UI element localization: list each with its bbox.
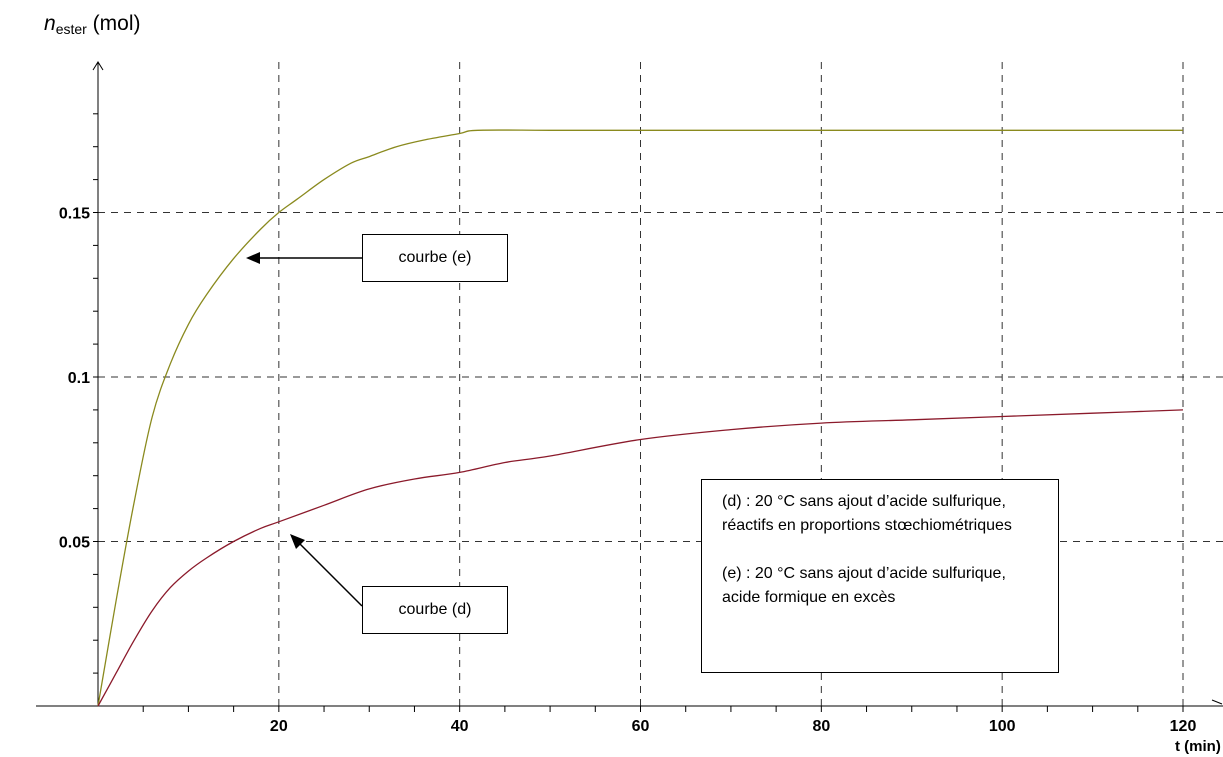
legend-e-line2: acide formique en excès xyxy=(722,589,896,606)
x-tick-label: 20 xyxy=(270,718,288,735)
ticks: 20 40 60 80 100 120 0.05 0.1 0.15 t (min) xyxy=(59,113,1221,755)
legend-entry-e: (e) : 20 °C sans ajout d’acide sulfuriqu… xyxy=(722,562,1058,610)
x-tick-label: 40 xyxy=(451,718,469,735)
x-axis-label: t (min) xyxy=(1175,738,1221,755)
legend-d-line2: réactifs en proportions stœchiométriques xyxy=(722,517,1012,534)
series-line-courbe-d xyxy=(97,409,1184,707)
x-tick-label: 60 xyxy=(632,718,650,735)
series-line-courbe-e xyxy=(97,129,1183,707)
y-tick-label: 0.1 xyxy=(68,370,90,387)
y-axis-symbol: n xyxy=(44,12,56,35)
y-tick-label: 0.15 xyxy=(59,206,90,223)
curve-e-label-box: courbe (e) xyxy=(362,234,508,282)
curve-e-arrowhead-icon xyxy=(246,252,260,264)
curve-d-arrow-line xyxy=(299,543,363,607)
y-axis-arrow-icon xyxy=(92,61,104,71)
annotation-arrows xyxy=(246,252,363,607)
legend-box: (d) : 20 °C sans ajout d’acide sulfuriqu… xyxy=(701,479,1059,673)
x-axis-arrow-icon xyxy=(1211,699,1223,705)
y-axis-label: nester (mol) xyxy=(44,12,140,37)
series xyxy=(97,129,1184,707)
curve-e-label: courbe (e) xyxy=(398,249,472,266)
x-tick-label: 100 xyxy=(989,718,1016,735)
legend-d-line1: (d) : 20 °C sans ajout d’acide sulfuriqu… xyxy=(722,493,1006,510)
curve-d-label: courbe (d) xyxy=(398,601,472,618)
x-tick-label: 80 xyxy=(812,718,830,735)
y-tick-label: 0.05 xyxy=(59,535,90,552)
legend-entry-d: (d) : 20 °C sans ajout d’acide sulfuriqu… xyxy=(722,490,1058,538)
x-tick-label: 120 xyxy=(1170,718,1197,735)
curve-d-arrowhead-icon xyxy=(290,534,305,549)
y-axis-unit: (mol) xyxy=(92,12,141,35)
curve-d-label-box: courbe (d) xyxy=(362,586,508,634)
y-axis-subscript: ester xyxy=(55,21,87,37)
legend-e-line1: (e) : 20 °C sans ajout d’acide sulfuriqu… xyxy=(722,565,1006,582)
